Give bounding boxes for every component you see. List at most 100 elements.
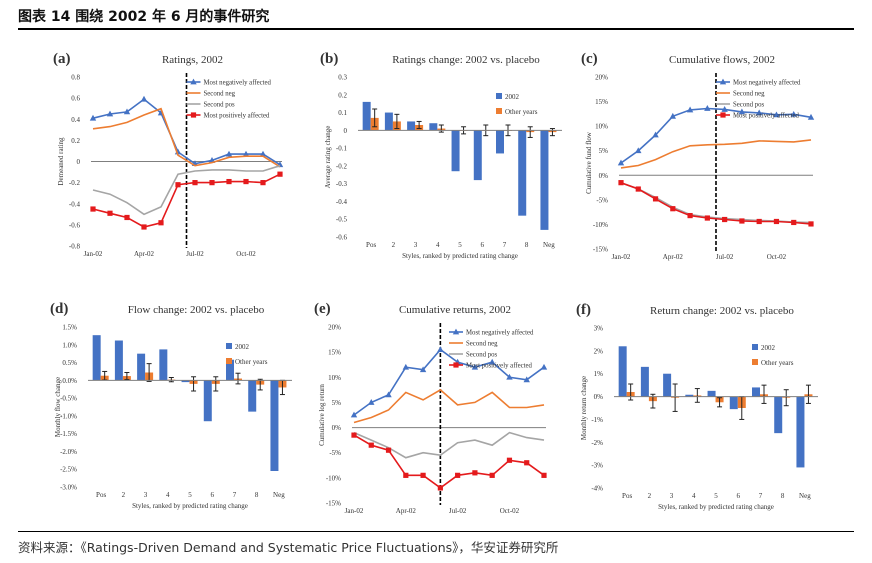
series-marker (226, 178, 232, 185)
legend-marker (190, 112, 197, 118)
series-marker (506, 457, 513, 463)
chart-title: Cumulative flows, 2002 (669, 54, 775, 66)
legend-label: Most negatively affected (204, 80, 272, 87)
series-marker (756, 218, 762, 225)
series-marker (488, 358, 496, 365)
series-marker (90, 206, 96, 212)
y-axis-label: Monthly flow change (54, 377, 62, 437)
series-line-1 (92, 107, 281, 168)
y-tick-label: 1.0% (62, 341, 77, 349)
y-tick-label: 0.5% (62, 359, 77, 367)
bar-2002 (496, 130, 504, 154)
x-tick-label: Oct-02 (500, 507, 520, 515)
x-tick-label: 8 (255, 491, 259, 499)
legend-label: Other years (235, 358, 268, 366)
series-marker (790, 110, 797, 117)
y-axis-label: Average rating change (324, 126, 332, 189)
panel-label: (f) (576, 302, 591, 318)
series-marker (420, 472, 426, 478)
series-marker (618, 180, 624, 186)
series-marker (368, 399, 375, 405)
bar-2002 (92, 335, 101, 381)
series-marker (192, 180, 198, 186)
source-note: 资料来源：《Ratings-Driven Demand and Systemat… (18, 540, 559, 555)
y-tick-label: 0.0% (62, 377, 77, 385)
series-marker (243, 178, 249, 185)
x-tick-label: Oct-02 (767, 253, 787, 261)
bar-2002 (796, 396, 805, 468)
chart-a: (a) Ratings, 2002 Demeaned rating 0.8 0.6 0.4… (53, 51, 284, 258)
chart-e: (e) Cumulative returns, 2002 Cumulative lo… (314, 301, 548, 515)
y-tick-label: -2.5% (60, 466, 77, 474)
y-tick-label: 1.5% (62, 324, 77, 332)
x-tick-label: 5 (458, 241, 462, 249)
y-tick-label: 10% (328, 374, 341, 382)
legend-swatch (496, 93, 502, 99)
y-tick-label: 0% (332, 424, 342, 432)
x-tick-label: Neg (799, 492, 811, 500)
series-marker (652, 131, 659, 138)
x-tick-label: 8 (781, 492, 785, 500)
legend-label: Most positively affected (733, 113, 800, 120)
panel-label: (c) (581, 51, 598, 67)
y-tick-label: 3% (594, 325, 604, 333)
legend-label: Other years (761, 359, 794, 367)
y-tick-label: 1% (594, 370, 604, 378)
y-tick-label: -0.5 (336, 216, 348, 224)
y-tick-label: 0 (77, 158, 81, 166)
series-line-3 (92, 173, 281, 228)
y-tick-label: -0.8 (69, 243, 81, 251)
x-tick-label: 6 (736, 492, 740, 500)
series-line-1 (620, 139, 812, 169)
y-tick-label: -0.6 (336, 234, 348, 242)
series-marker (635, 186, 641, 192)
x-tick-label: 5 (714, 492, 718, 500)
series-marker (652, 196, 659, 202)
chart-title: Cumulative returns, 2002 (399, 304, 511, 316)
series-marker (259, 150, 267, 157)
y-tick-label: -15% (326, 500, 341, 508)
legend-swatch (226, 343, 232, 349)
y-axis-label: Cumulative fund flow (585, 131, 593, 194)
chart-c: (c) Cumulative flows, 2002 Cumulative fund… (581, 51, 815, 261)
y-tick-label: 5% (599, 147, 609, 155)
series-line-0 (353, 348, 545, 416)
y-tick-label: 0.2 (338, 91, 347, 99)
legend-label: 2002 (761, 344, 776, 352)
series-marker (277, 171, 283, 177)
series-marker (158, 220, 164, 226)
series-marker (670, 206, 676, 212)
series-marker (385, 447, 392, 453)
y-tick-label: 0.2 (71, 137, 80, 145)
x-tick-label: 4 (436, 241, 440, 249)
x-tick-label: Jan-02 (84, 250, 103, 258)
x-tick-label: 2 (122, 491, 126, 499)
x-tick-label: Neg (273, 491, 285, 499)
legend-label: Most positively affected (204, 113, 271, 120)
header-rule (18, 28, 854, 30)
series-marker (540, 363, 548, 370)
series-marker (523, 376, 530, 383)
y-tick-label: 5% (332, 399, 342, 407)
x-tick-label: Jul-02 (716, 253, 734, 261)
y-tick-label: 0 (344, 127, 348, 135)
series-marker (704, 105, 711, 111)
y-tick-label: -0.4 (69, 200, 81, 208)
bar-2002 (685, 394, 694, 397)
legend-swatch (496, 108, 502, 114)
series-marker (472, 470, 478, 476)
x-tick-label: Jul-02 (449, 507, 467, 515)
x-tick-label: 3 (144, 491, 148, 499)
bar-2002 (203, 380, 212, 422)
y-tick-label: -2% (591, 439, 603, 447)
panel-label: (b) (320, 51, 338, 67)
y-tick-label: -0.1 (336, 145, 348, 153)
series-marker (124, 214, 130, 221)
series-marker (123, 108, 131, 115)
series-marker (106, 110, 114, 117)
x-tick-label: Oct-02 (236, 250, 256, 258)
x-tick-label: 6 (480, 241, 484, 249)
panel-label: (d) (50, 301, 68, 317)
series-marker (175, 182, 181, 188)
footer-rule (18, 531, 854, 532)
